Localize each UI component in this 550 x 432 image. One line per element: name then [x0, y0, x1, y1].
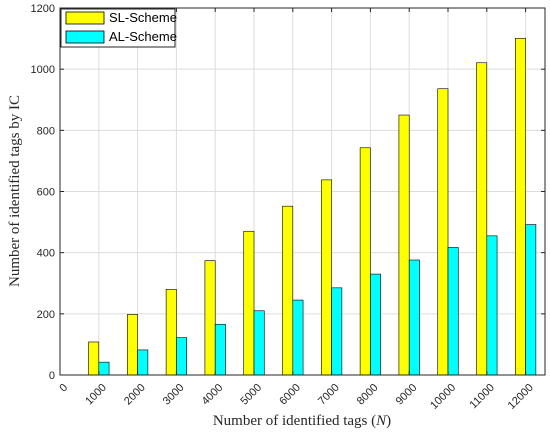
x-tick-label: 6000: [277, 382, 303, 408]
y-tick-label: 400: [37, 248, 55, 260]
x-tick-label: 8000: [355, 382, 381, 408]
x-tick-label: 1000: [83, 382, 109, 408]
bar-sl-scheme: [282, 205, 294, 376]
bar-al-scheme: [408, 259, 420, 376]
bar-sl-scheme: [476, 62, 488, 376]
bar-al-scheme: [176, 337, 187, 376]
x-axis-title-text: Number of identified tags (: [213, 413, 376, 429]
y-tick-label: 800: [37, 125, 55, 137]
x-tick-labels: 0 1000 2000 3000 4000 5000 6000 7000 8000 9000 100…: [57, 382, 535, 412]
bar-sl-scheme: [321, 179, 332, 376]
x-tick-label: 7000: [316, 382, 342, 408]
x-tick-label: 0: [57, 382, 70, 395]
bar-al-scheme: [370, 273, 381, 376]
bar-sl-scheme: [515, 37, 526, 376]
legend-label-sl: SL-Scheme: [109, 10, 177, 25]
bar-sl-scheme: [165, 289, 177, 376]
bar-al-scheme: [525, 224, 537, 376]
x-axis-title: Number of identified tags (N): [213, 413, 391, 429]
y-axis-title: Number of identified tags by IC: [7, 95, 23, 287]
x-tick-label: 3000: [161, 382, 187, 408]
bar-al-scheme: [214, 323, 226, 376]
bar-sl-scheme: [204, 260, 216, 376]
bar-sl-scheme: [437, 88, 449, 376]
y-tick-label: 0: [49, 370, 55, 382]
legend-swatch-sl: [65, 11, 105, 25]
y-tick-label: 1000: [31, 64, 55, 76]
x-tick-label: 4000: [200, 382, 226, 408]
x-axis-title-variable: N: [375, 413, 387, 429]
y-tick-label: 1200: [31, 3, 55, 15]
bar-sl-scheme: [359, 147, 371, 376]
bar-al-scheme: [331, 287, 343, 376]
bar-al-scheme: [137, 349, 149, 376]
legend-label-al: AL-Scheme: [109, 29, 177, 44]
bar-sl-scheme: [88, 341, 100, 376]
y-tick-label: 600: [37, 187, 55, 199]
legend-swatch-al: [65, 30, 105, 44]
bar-al-scheme: [253, 310, 265, 376]
bar-al-scheme: [292, 299, 304, 376]
axis-ticks: [59, 7, 545, 376]
legend: SL-Scheme AL-Scheme: [60, 8, 177, 48]
x-tick-label: 9000: [394, 382, 420, 408]
x-axis-title-close: ): [386, 413, 391, 429]
x-tick-label: 5000: [238, 382, 264, 408]
bar-sl-scheme: [398, 114, 410, 376]
x-tick-label: 2000: [122, 382, 148, 408]
bars: [88, 37, 537, 376]
y-tick-labels: 0 200 400 600 800 1000 1200: [31, 3, 55, 382]
bar-al-scheme: [486, 235, 498, 376]
y-tick-label: 200: [37, 309, 55, 321]
x-tick-label: 10000: [428, 382, 458, 412]
bar-sl-scheme: [127, 314, 138, 376]
bar-al-scheme: [98, 361, 110, 376]
x-tick-label: 11000: [467, 382, 497, 412]
bar-al-scheme: [447, 247, 459, 376]
x-tick-label: 12000: [506, 382, 536, 412]
bar-sl-scheme: [243, 230, 255, 376]
